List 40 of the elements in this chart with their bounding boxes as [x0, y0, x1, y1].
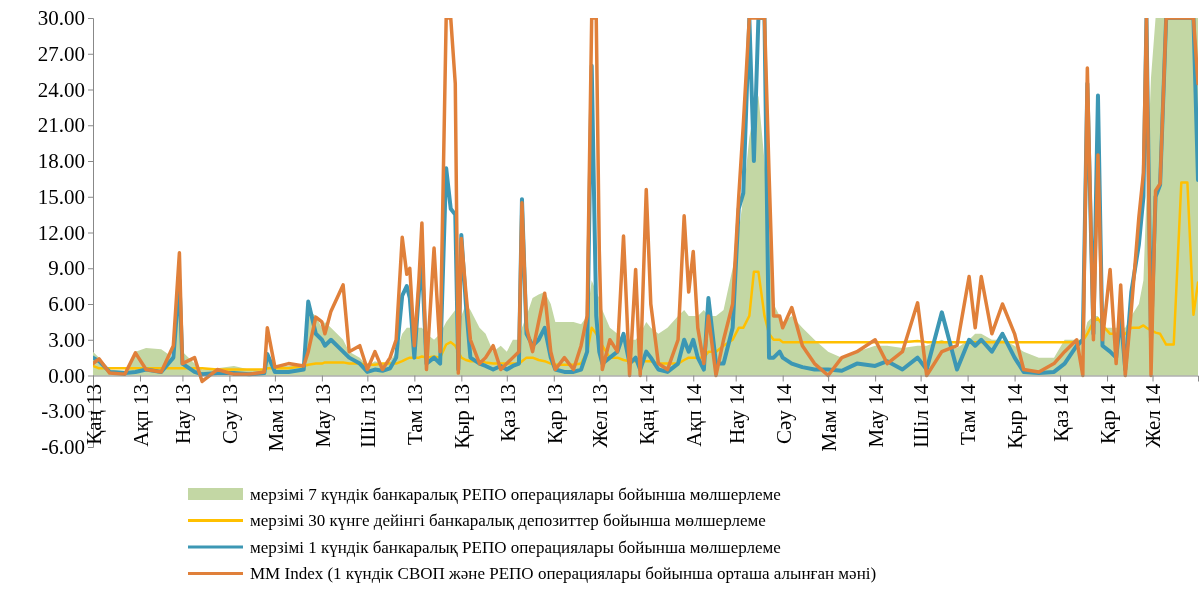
legend-label: мерзімі 1 күндік банкаралық РЕПО операциялары бойынша мөлшерлеме [250, 537, 781, 557]
y-tick-label: 9.00 [48, 256, 85, 281]
legend-label: мерзімі 7 күндік банкаралық РЕПО операциялары бойынша мөлшерлеме [250, 484, 781, 504]
x-tick-label: Нау 13 [171, 383, 196, 445]
x-tick-label: Жел 14 [1141, 383, 1166, 448]
x-tick-label: Қыр 14 [1003, 383, 1028, 449]
x-tick-label: Мам 13 [263, 383, 288, 452]
x-tick-label: Там 13 [403, 383, 428, 446]
x-tick-label: Сәу 14 [771, 383, 796, 444]
legend-label: мерзімі 30 күнге дейінгі банкаралық депозиттер бойынша мөлшерлеме [250, 511, 766, 531]
x-tick-label: Қар 13 [542, 383, 567, 444]
x-tick-label: Қар 14 [1095, 383, 1120, 444]
x-tick-label: Мам 14 [817, 383, 841, 452]
x-tick-label: Мау 14 [863, 383, 888, 448]
x-tick-label: Шіл 13 [356, 383, 381, 448]
x-tick-label: Қаз 13 [495, 383, 520, 442]
y-tick-label: 21.00 [37, 113, 85, 138]
y-tick-label: 27.00 [37, 41, 85, 66]
y-tick-label: -3.00 [41, 399, 85, 424]
x-tick-label: Ақп 14 [682, 383, 707, 447]
y-tick-label: 15.00 [37, 184, 85, 209]
x-tick-label: Қаз 14 [1048, 383, 1073, 442]
y-tick-label: -6.00 [41, 435, 85, 460]
y-tick-label: 30.00 [37, 6, 85, 31]
x-tick-label: Нау 14 [724, 383, 749, 445]
x-tick-label: Там 14 [956, 383, 981, 446]
y-tick-label: 0.00 [48, 363, 85, 388]
legend-label: MM Index (1 күндік СВОП және РЕПО операциялары бойынша орташа алынған мәні) [250, 564, 877, 584]
y-tick-label: 24.00 [37, 77, 85, 102]
x-tick-label: Жел 13 [588, 383, 613, 448]
y-tick-label: 3.00 [48, 327, 85, 352]
y-tick-label: 18.00 [37, 149, 85, 174]
x-tick-label: Шіл 14 [909, 383, 934, 448]
x-tick-label: Сәу 13 [218, 383, 243, 444]
x-tick-label: Мау 13 [310, 383, 335, 448]
y-tick-label: 12.00 [37, 220, 85, 245]
x-tick-label: Қаң 14 [635, 383, 660, 445]
x-tick-label: Қыр 13 [450, 383, 475, 449]
x-tick-label: Ақп 13 [128, 383, 153, 447]
y-tick-label: 6.00 [48, 292, 85, 317]
